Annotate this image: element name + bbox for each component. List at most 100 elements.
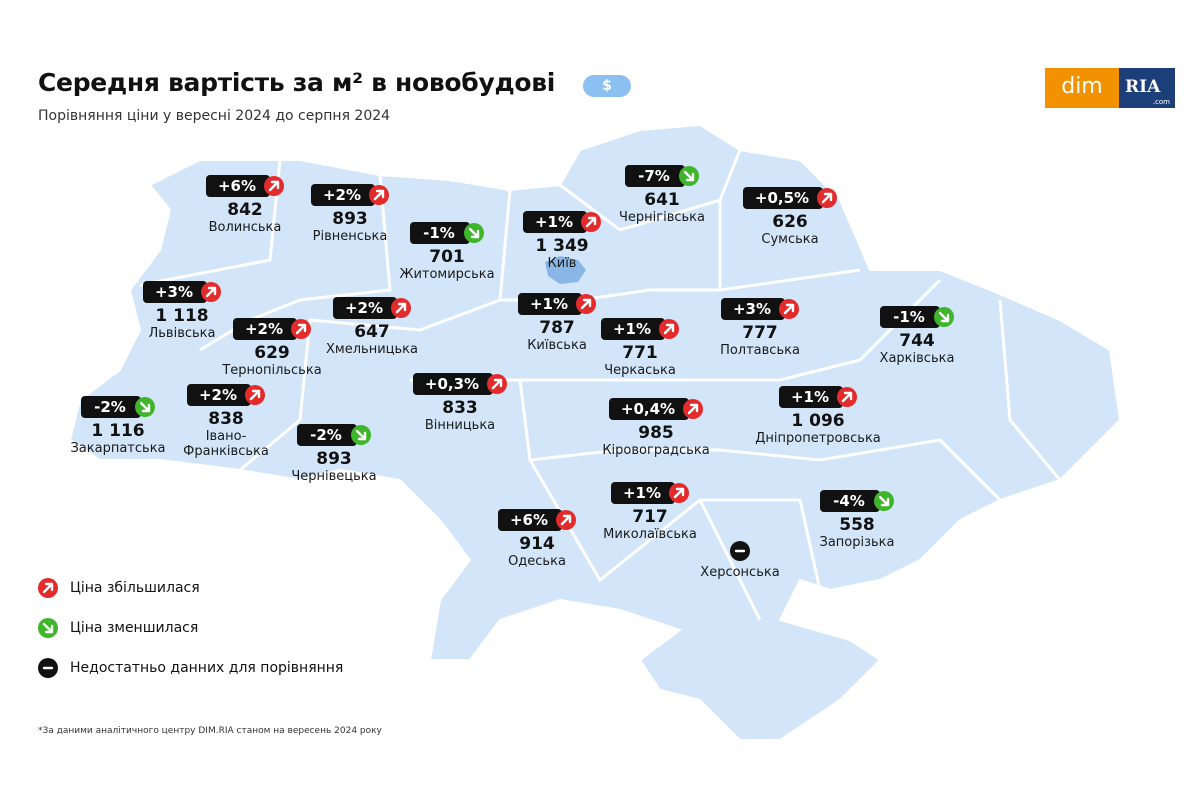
region-name: Волинська [208,220,282,235]
region-name: Полтавська [720,343,800,358]
icon-glyph [687,403,699,415]
region-label: +0,4% 985 Кіровоградська [576,398,736,458]
region-label: +6% 914 Одеська [457,509,617,569]
change-text: +2% [332,297,398,319]
icon-glyph [580,298,592,310]
status-icon [135,397,155,417]
change-text: +1% [522,211,588,233]
price: 914 [519,534,555,554]
region-borders [139,149,1062,621]
region-name: Житомирська [399,267,495,282]
price: 838 [208,409,244,429]
logo-ria-text: RIA [1125,77,1161,97]
footnote: *За даними аналітичного центру DIM.RIA с… [38,726,382,736]
price: 777 [742,323,778,343]
region-name: Хмельницька [326,342,418,357]
price: 985 [638,423,674,443]
change-badge: +1% [522,211,602,233]
status-icon [576,294,597,314]
region-name: Сумська [761,232,819,247]
region-label: +6% 842 Волинська [165,175,325,235]
change-badge: +3% [720,298,800,320]
region-label: +3% 1 118 Львівська [102,281,262,341]
price: 893 [316,449,352,469]
change-badge: +2% [332,297,412,319]
change-text: +0,3% [412,373,494,395]
change-text: +1% [778,386,844,408]
region-label: -2% 893 Чернівецька [254,424,414,484]
icon-glyph [491,378,503,390]
logo: dim RIA .com [1045,68,1175,108]
icon-glyph [249,389,261,401]
change-badge: -1% [880,306,954,328]
price: 744 [899,331,935,351]
change-text: -2% [297,424,357,446]
kyiv-city [545,256,586,284]
region-name: Херсонська [700,565,780,580]
status-icon [464,223,484,243]
title: Середня вартість за м² в новобудові [38,68,556,97]
change-badge: -7% [625,165,699,187]
change-badge: +6% [497,509,577,531]
change-badge: -4% [820,490,894,512]
price: 771 [622,343,658,363]
icon-glyph [139,401,151,413]
status-icon [683,399,704,419]
status-icon [291,319,312,339]
region-name: Вінницька [424,418,496,433]
region-label: +2% 838 Івано- Франківська [146,384,306,459]
region-label: -4% 558 Запорізька [777,490,937,550]
region-name: Харківська [879,351,955,366]
region-name: Львівська [148,326,216,341]
change-badge: +2% [186,384,266,406]
region-label: -1% 701 Житомирська [367,222,527,282]
change-text: -2% [81,396,141,418]
region-name: Київська [527,338,587,353]
subtitle: Порівняння ціни у вересні 2024 до серпня… [38,108,391,124]
change-text: -1% [880,306,940,328]
change-badge: -2% [81,396,155,418]
change-badge: +2% [310,184,390,206]
region-name: Одеська [508,554,566,569]
status-icon [556,510,577,530]
status-icon [659,319,680,339]
region-name: Київ [547,256,577,271]
price: 641 [644,190,680,210]
region-label: -7% 641 Чернігівська [582,165,742,225]
price: 1 116 [91,421,145,441]
legend-item: Ціна збільшилася [38,568,343,608]
region-name: Тернопільська [222,363,322,378]
region-name: Черкаська [604,363,676,378]
logo-ria: RIA .com [1119,68,1175,108]
change-text: +2% [232,318,298,340]
change-text: +6% [205,175,271,197]
icon-glyph [821,192,833,204]
price: 626 [772,212,808,232]
price: 842 [227,200,263,220]
region-name: Чернігівська [618,210,705,225]
icon-glyph [663,323,675,335]
price: 1 096 [791,411,845,431]
icon-glyph [783,303,795,315]
status-icon [369,185,390,205]
change-text: +2% [310,184,376,206]
change-text: +1% [610,482,676,504]
change-badge: +1% [517,293,597,315]
change-text: +3% [142,281,208,303]
change-badge: +1% [610,482,690,504]
icon-glyph [295,323,307,335]
region-label: +1% 717 Миколаївська [570,482,730,542]
status-icon [201,282,222,302]
region-label: +3% 777 Полтавська [680,298,840,358]
status-badge [730,541,750,561]
change-badge: +1% [778,386,858,408]
currency-badge: $ [583,75,631,97]
change-badge: +2% [232,318,312,340]
price: 701 [429,247,465,267]
status-icon [679,166,699,186]
change-text: +0,5% [742,187,824,209]
price: 717 [632,507,668,527]
region-label: +2% 893 Рівненська [270,184,430,244]
region-name: Закарпатська [70,441,166,456]
